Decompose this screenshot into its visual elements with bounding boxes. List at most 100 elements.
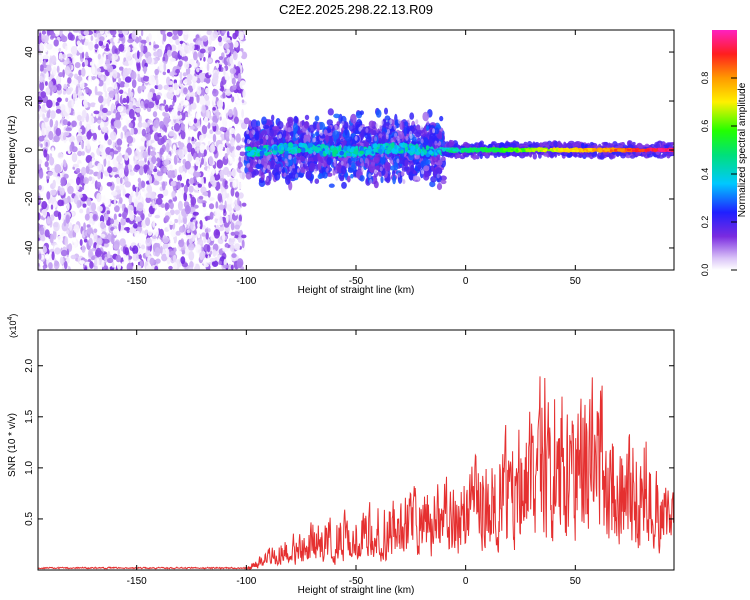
spectrogram-cell-region-1 <box>196 93 200 104</box>
spectrogram-cell-region-1 <box>83 177 89 185</box>
spectrogram-cell-region-2 <box>368 145 372 150</box>
spectrogram-cell-region-1 <box>42 208 47 216</box>
spectrogram-cell-region-1 <box>145 196 152 204</box>
spectrogram-cell-region-1 <box>40 143 43 148</box>
spectrogram-cell-region-1 <box>209 129 214 135</box>
spectrogram-cell-region-1 <box>75 168 81 173</box>
spectrogram-cell-region-1 <box>80 30 85 35</box>
spectrogram-cell-region-2 <box>359 175 365 182</box>
spectrogram-cell-region-1 <box>105 43 109 51</box>
spectrogram-cell-region-1 <box>237 196 240 206</box>
spectrogram-cell-region-1 <box>195 220 198 229</box>
spectrogram-cell-region-2 <box>341 120 345 126</box>
spectrogram-cell-region-1 <box>239 151 246 157</box>
spectrogram-cell-region-1 <box>84 213 90 221</box>
spectrogram-cell-region-1 <box>168 218 175 226</box>
spectrogram-cell-region-1 <box>213 172 221 181</box>
spectrogram-cell-region-1 <box>155 157 161 168</box>
spectrogram-cell-region-1 <box>169 164 173 170</box>
spectrogram-cell-region-1 <box>54 164 62 174</box>
spectrogram-cell-region-2 <box>281 167 285 174</box>
spectrogram-cell-region-1 <box>105 198 111 206</box>
spectrogram-cell-region-1 <box>226 197 233 205</box>
spectrogram-cell-region-1 <box>236 258 244 268</box>
spectrogram-cell-region-1 <box>73 224 80 234</box>
spectrogram-cell-region-1 <box>64 66 71 76</box>
spectrogram-cell-region-1 <box>129 171 135 176</box>
spectrogram-cell-region-2 <box>340 160 344 166</box>
spectrogram-cell-region-1 <box>113 36 119 44</box>
spectrogram-cell-region-1 <box>216 108 219 119</box>
spectrogram-cell-region-2 <box>332 150 339 155</box>
spectrogram-cell-region-2 <box>298 138 304 144</box>
spectrogram-cell-region-2 <box>326 157 332 165</box>
spectrogram-cell-region-1 <box>217 35 222 43</box>
spectrogram-cell-region-1 <box>137 202 144 212</box>
spectrogram-cell-region-1 <box>146 184 153 195</box>
spectrogram-cell-region-2 <box>344 135 351 142</box>
spectrogram-cell-region-1 <box>124 247 129 256</box>
spectrogram-cell-region-1 <box>70 45 78 55</box>
spectrogram-cell-region-1 <box>84 59 89 67</box>
spectrogram-cell-region-1 <box>51 147 55 155</box>
spectrogram-cell-region-2 <box>297 147 302 154</box>
spectrogram-cell-region-1 <box>167 170 174 179</box>
spectrogram-cell-region-1 <box>119 183 125 191</box>
spectrogram-cell-region-1 <box>63 219 67 227</box>
spectrogram-cell-region-1 <box>93 232 98 243</box>
spectrogram-cell-region-2 <box>274 164 280 173</box>
spectrogram-cell-region-1 <box>38 35 43 45</box>
spectrogram-cell-region-2 <box>365 149 371 155</box>
spectrogram-cell-region-2 <box>289 131 294 137</box>
spectrogram-cell-region-1 <box>188 250 195 261</box>
spectrogram-cell-region-1 <box>212 249 217 257</box>
spectrogram-cell-region-1 <box>226 213 229 223</box>
spectrogram-cell-region-1 <box>202 78 210 83</box>
spectrogram-cell-region-2 <box>258 159 262 165</box>
spectrogram-cell-region-1 <box>71 120 77 128</box>
spectrogram-cell-region-1 <box>145 265 151 270</box>
spectrogram-cell-region-2 <box>351 161 356 168</box>
spectrogram-cell-region-1 <box>205 87 210 94</box>
spectrogram-cell-region-1 <box>137 194 143 204</box>
spectrogram-cell-region-1 <box>229 212 233 222</box>
spectrogram-cell-region-1 <box>184 61 190 70</box>
spectrogram-cell-region-1 <box>221 30 227 34</box>
spectrogram-cell-region-2 <box>440 179 447 185</box>
spectrogram-cell-region-1 <box>56 97 62 103</box>
spectrogram-cell-region-1 <box>63 160 67 168</box>
spectrogram-cell-region-2 <box>257 125 261 131</box>
spectrogram-cell-region-2 <box>284 150 289 154</box>
spectrogram-cell-region-1 <box>161 105 165 111</box>
spectrogram-cell-region-1 <box>224 153 228 160</box>
spectrogram-cell-region-1 <box>208 71 211 76</box>
spectrogram-cell-region-2 <box>344 145 348 152</box>
spectrogram-cell-region-2 <box>243 117 250 125</box>
spectrogram-cell-region-1 <box>96 237 103 246</box>
spectrogram-cell-region-1 <box>127 38 134 44</box>
spectrogram-cell-region-1 <box>226 39 232 44</box>
spectrogram-cell-region-1 <box>235 93 238 104</box>
spectrogram-cell-region-1 <box>234 148 240 158</box>
spectrogram-cell-region-1 <box>62 119 68 126</box>
spectrogram-cell-region-1 <box>68 243 73 252</box>
spectrogram-cell-region-2 <box>264 152 269 156</box>
spectrogram-cell-region-2 <box>342 139 347 146</box>
spectrogram-cell-region-1 <box>137 121 143 128</box>
spectrogram-cell-region-1 <box>215 167 219 175</box>
spectrogram-cell-region-1 <box>192 62 198 68</box>
spectrogram-cell-region-1 <box>81 51 85 59</box>
spectrogram-cell-region-1 <box>119 66 124 71</box>
spectrogram-cell-region-1 <box>57 199 64 207</box>
spectrogram-cell-region-1 <box>126 262 133 270</box>
spectrogram-cell-region-1 <box>178 215 181 225</box>
spectrogram-cell-region-1 <box>119 238 126 247</box>
spectrogram-cell-region-1 <box>189 95 194 104</box>
spectrogram-cell-region-2 <box>333 161 337 167</box>
spectrogram-cell-region-1 <box>134 107 142 113</box>
spectrogram-cell-region-1 <box>181 249 186 255</box>
spectrogram-cell-region-1 <box>45 141 48 147</box>
spectrogram-cell-region-2 <box>265 119 272 126</box>
spectrogram-cell-region-1 <box>175 250 182 256</box>
spectrogram-cell-region-1 <box>143 66 148 72</box>
